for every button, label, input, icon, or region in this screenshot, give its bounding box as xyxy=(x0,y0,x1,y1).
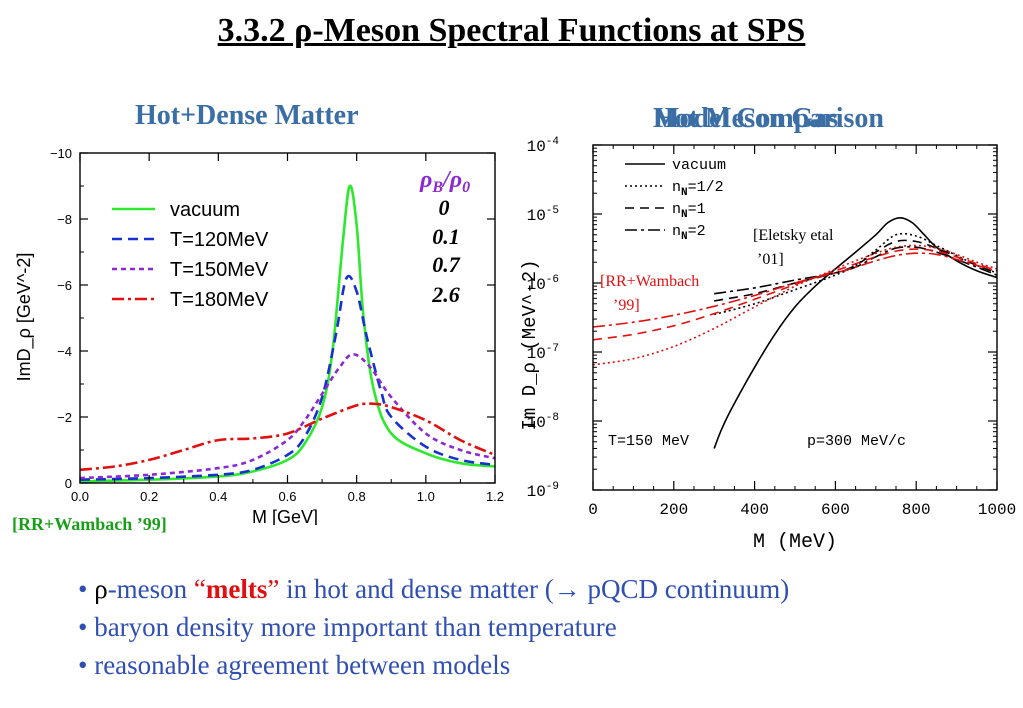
bullet-1-post: in hot and dense matter (→ pQCD continuu… xyxy=(279,574,790,604)
left-y-label: ImD_ρ [GeV^-2] xyxy=(14,253,35,382)
right-x-label: M (MeV) xyxy=(753,531,837,553)
right-heading-b: Model Comparison xyxy=(653,103,884,134)
left-series-line xyxy=(79,402,496,472)
left-x-tick-label: 1.0 xyxy=(417,489,435,504)
slide-title: 3.3.2 ρ-Meson Spectral Functions at SPS xyxy=(217,12,806,49)
left-legend-label: vacuum xyxy=(170,199,240,221)
density-header-slash: / xyxy=(441,167,452,193)
left-series-line xyxy=(79,274,496,481)
bullet-2: • baryon density more important than tem… xyxy=(78,612,617,642)
bullet-1-melts: melts xyxy=(205,574,268,604)
right-series-line xyxy=(713,216,998,449)
left-y-tick-label: −4 xyxy=(57,344,72,359)
left-y-tick-label: −10 xyxy=(50,146,72,161)
left-y-tick-label: −8 xyxy=(57,212,72,227)
right-heading-a: Hot Meson Gas xyxy=(653,103,839,134)
density-labels: ρB/ρ0 0 0.1 0.7 2.6 xyxy=(419,167,470,307)
bullet-1-quote-close: ” xyxy=(267,574,280,604)
rrw-label-1: [RR+Wambach xyxy=(600,273,699,290)
left-legend-label: T=150MeV xyxy=(170,259,269,281)
left-x-tick-label: 0.6 xyxy=(278,489,296,504)
density-value: 0.7 xyxy=(432,252,461,277)
right-series-line xyxy=(592,244,998,366)
right-legend-label: nN=2 xyxy=(672,223,706,243)
bullet-3: • reasonable agreement between models xyxy=(78,650,511,680)
left-legend-label: T=120MeV xyxy=(170,229,269,251)
left-x-label: M [GeV] xyxy=(252,507,318,525)
right-series-line xyxy=(592,252,998,328)
left-citation: [RR+Wambach ’99] xyxy=(12,514,167,534)
left-y-tick-label: −6 xyxy=(57,278,72,293)
right-x-tick-label: 800 xyxy=(902,501,931,519)
density-header-sub-b: B xyxy=(431,179,443,196)
right-legend-label: vacuum xyxy=(672,157,726,174)
right-panel-heading: Hot Meson Gas Model Comparison xyxy=(653,103,884,135)
density-header-sub-0: 0 xyxy=(462,179,470,196)
left-legend-label: T=180MeV xyxy=(170,289,269,311)
right-series-line xyxy=(713,232,998,316)
density-value: 0 xyxy=(439,195,450,220)
momentum-label: p=300 MeV/c xyxy=(807,433,906,450)
density-header-rho: ρ xyxy=(419,167,432,193)
left-x-tick-label: 0.2 xyxy=(140,489,158,504)
right-y-tick-label: 10-8 xyxy=(527,412,559,432)
left-y-tick-label: 0 xyxy=(65,476,72,491)
right-legend-label: nN=1/2 xyxy=(672,179,724,199)
left-chart: 0.0 0.2 0.4 0.6 0.8 1.0 1.2 0 −2 −4 −6 −8 −10 vacuum… xyxy=(0,145,505,525)
right-x-tick-label: 200 xyxy=(659,501,688,519)
bullet-1: • ρ-meson “melts” in hot and dense matte… xyxy=(78,570,789,608)
temperature-label: T=150 MeV xyxy=(608,433,689,450)
bullet-1-quote-open: “ xyxy=(193,574,206,604)
svg-text:ρB/ρ0: ρB/ρ0 xyxy=(419,167,470,196)
left-x-tick-label: 0.8 xyxy=(348,489,366,504)
left-panel-heading: Hot+Dense Matter xyxy=(135,100,359,131)
right-y-tick-label: 10-9 xyxy=(527,481,559,501)
right-x-tick-label: 1000 xyxy=(978,501,1016,519)
right-x-tick-label: 0 xyxy=(588,501,598,519)
left-series-line xyxy=(79,352,496,480)
density-value: 2.6 xyxy=(431,282,460,307)
density-header-rho2: ρ xyxy=(449,167,462,193)
right-x-tick-label: 400 xyxy=(740,501,769,519)
left-x-tick-label: 0.4 xyxy=(209,489,227,504)
right-series-line xyxy=(592,248,998,341)
left-x-tick-label: 1.2 xyxy=(486,489,504,504)
left-x-tick-label: 0.0 xyxy=(71,489,89,504)
eletsky-label-2: ’01] xyxy=(757,251,784,268)
rrw-label-2: ’99] xyxy=(613,297,640,314)
bullet-1-dot: • xyxy=(78,574,88,604)
bullet-1-pre: -meson xyxy=(107,574,194,604)
left-y-tick-label: −2 xyxy=(57,410,72,425)
right-y-tick-label: 10-7 xyxy=(527,343,559,363)
right-legend-label: nN=1 xyxy=(672,201,706,221)
right-y-tick-label: 10-6 xyxy=(527,274,559,294)
bullet-list: • ρ-meson “melts” in hot and dense matte… xyxy=(78,570,789,684)
right-y-tick-label: 10-4 xyxy=(527,136,560,156)
bullet-1-rho: ρ xyxy=(94,574,108,604)
right-chart: 0 200 400 600 800 1000 10-9 10-8 10-7 10-6 10-5 10-… xyxy=(505,133,1020,553)
right-x-tick-label: 600 xyxy=(821,501,850,519)
eletsky-label-1: [Eletsky etal xyxy=(753,227,834,244)
density-value: 0.1 xyxy=(432,224,460,249)
right-y-label: Im D_ρ (MeV^-2) xyxy=(519,259,541,430)
right-y-tick-label: 10-5 xyxy=(527,205,559,225)
left-series-line xyxy=(79,184,496,483)
